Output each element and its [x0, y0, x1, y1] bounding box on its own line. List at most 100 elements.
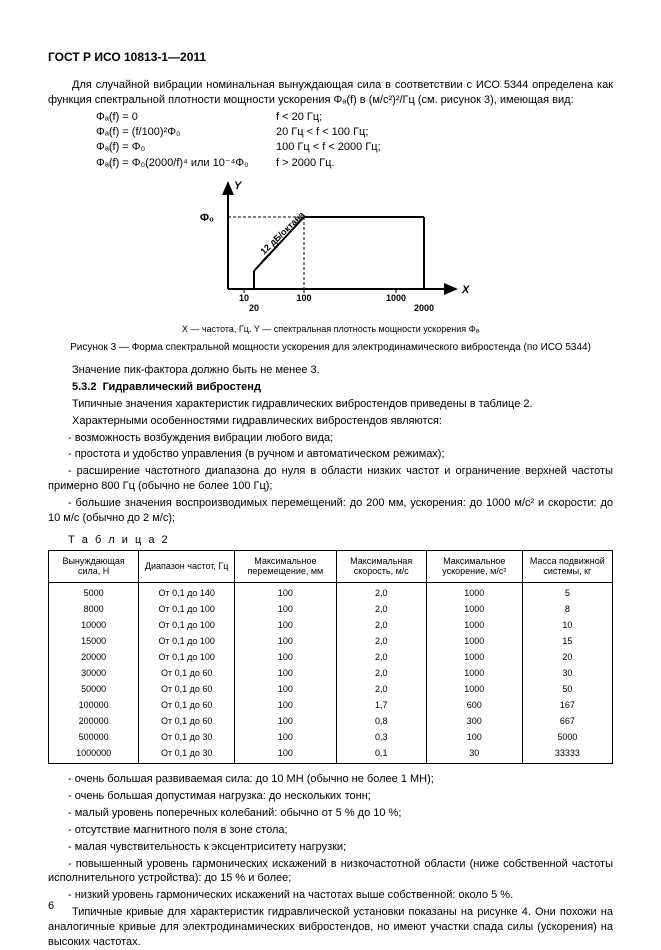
formula-rhs: f < 20 Гц; — [276, 110, 613, 125]
formula-row: Φₐ(f) = 0f < 20 Гц; — [96, 110, 613, 125]
formula-lhs: Φₐ(f) = Φ₀ — [96, 140, 276, 155]
table-cell: 8 — [522, 601, 612, 617]
table-cell: 2,0 — [336, 681, 426, 697]
table-cell: 100 — [235, 729, 337, 745]
table-2: Вынуждающая сила, НДиапазон частот, ГцМа… — [48, 550, 613, 765]
table-cell: 50 — [522, 681, 612, 697]
feat6: - очень большая допустимая нагрузка: до … — [48, 789, 613, 804]
table-cell: 5000 — [522, 729, 612, 745]
section-heading: 5.3.2 Гидравлический вибростенд — [48, 380, 613, 395]
table-cell: 20000 — [49, 649, 139, 665]
table-cell: 1000 — [426, 583, 522, 602]
feat8: - отсутствие магнитного поля в зоне стол… — [48, 823, 613, 838]
svg-text:20: 20 — [248, 303, 258, 313]
table-row: 8000От 0,1 до 1001002,010008 — [49, 601, 613, 617]
table-body: 5000От 0,1 до 1401002,0100058000От 0,1 д… — [49, 583, 613, 764]
table-cell: 30000 — [49, 665, 139, 681]
table-cell: 100 — [235, 649, 337, 665]
table-cell: 100 — [235, 583, 337, 602]
formula-row: Φₐ(f) = (f/100)²Φ₀20 Гц < f < 100 Гц; — [96, 125, 613, 140]
table-cell: 50000 — [49, 681, 139, 697]
table-cell: 8000 — [49, 601, 139, 617]
table-cell: 667 — [522, 713, 612, 729]
page: ГОСТ Р ИСО 10813-1—2011 Для случайной ви… — [0, 0, 661, 936]
table-cell: От 0,1 до 60 — [139, 713, 235, 729]
table-cell: 1000 — [426, 681, 522, 697]
svg-text:Y: Y — [234, 180, 243, 192]
formula-block: Φₐ(f) = 0f < 20 Гц;Φₐ(f) = (f/100)²Φ₀20 … — [96, 110, 613, 172]
table-col-header: Вынуждающая сила, Н — [49, 550, 139, 583]
table-cell: 2,0 — [336, 649, 426, 665]
formula-rhs: 100 Гц < f < 2000 Гц; — [276, 140, 613, 155]
table-cell: 167 — [522, 697, 612, 713]
table-cell: От 0,1 до 140 — [139, 583, 235, 602]
feat3: - расширение частотного диапазона до нул… — [48, 464, 613, 494]
doc-header: ГОСТ Р ИСО 10813-1—2011 — [48, 50, 613, 64]
table-cell: 5 — [522, 583, 612, 602]
intro-para: Для случайной вибрации номинальная вынуж… — [48, 78, 613, 108]
figure-3: 101001000202000YXΦ₀12 дБ/октава — [48, 177, 613, 320]
table-cell: 1000 — [426, 601, 522, 617]
table-cell: 100 — [235, 697, 337, 713]
table-cell: 100 — [235, 745, 337, 764]
table-cell: 20 — [522, 649, 612, 665]
table-cell: 600 — [426, 697, 522, 713]
table-cell: 0,3 — [336, 729, 426, 745]
table-cell: От 0,1 до 100 — [139, 617, 235, 633]
table-cell: 100 — [235, 617, 337, 633]
formula-row: Φₐ(f) = Φ₀100 Гц < f < 2000 Гц; — [96, 140, 613, 155]
table-cell: 10 — [522, 617, 612, 633]
table-cell: 1,7 — [336, 697, 426, 713]
table-cell: 5000 — [49, 583, 139, 602]
table-cell: 200000 — [49, 713, 139, 729]
table-cell: 100 — [235, 713, 337, 729]
table-cell: От 0,1 до 30 — [139, 729, 235, 745]
svg-text:2000: 2000 — [413, 303, 433, 313]
table-cell: 0,8 — [336, 713, 426, 729]
table-cell: 2,0 — [336, 601, 426, 617]
table-row: 100000От 0,1 до 601001,7600167 — [49, 697, 613, 713]
typ-values: Типичные значения характеристик гидравли… — [48, 397, 613, 412]
formula-lhs: Φₐ(f) = (f/100)²Φ₀ — [96, 125, 276, 140]
table-cell: 30 — [522, 665, 612, 681]
section-title-text: Гидравлический вибростенд — [103, 381, 261, 393]
table-cell: 300 — [426, 713, 522, 729]
table-cell: 10000 — [49, 617, 139, 633]
table-cell: 33333 — [522, 745, 612, 764]
feat9: - малая чувствительность к эксцентрисите… — [48, 840, 613, 855]
svg-text:100: 100 — [296, 293, 311, 303]
table-cell: 100 — [235, 633, 337, 649]
table-row: 200000От 0,1 до 601000,8300667 — [49, 713, 613, 729]
table-row: 30000От 0,1 до 601002,0100030 — [49, 665, 613, 681]
table-cell: 1000000 — [49, 745, 139, 764]
svg-text:X: X — [461, 284, 470, 296]
table-cell: 15 — [522, 633, 612, 649]
table-cell: От 0,1 до 60 — [139, 697, 235, 713]
table-cell: 100 — [235, 601, 337, 617]
formula-lhs: Φₐ(f) = 0 — [96, 110, 276, 125]
feat2: - простота и удобство управления (в ручн… — [48, 447, 613, 462]
table-row: 1000000От 0,1 до 301000,13033333 — [49, 745, 613, 764]
table-col-header: Максимальная скорость, м/с — [336, 550, 426, 583]
axis-caption: X — частота, Гц. Y — спектральная плотно… — [48, 324, 613, 334]
table-label: Т а б л и ц а 2 — [48, 534, 613, 546]
table-cell: 15000 — [49, 633, 139, 649]
table-cell: 2,0 — [336, 665, 426, 681]
chart-svg: 101001000202000YXΦ₀12 дБ/октава — [186, 177, 476, 317]
feat1: - возможность возбуждения вибрации любог… — [48, 431, 613, 446]
page-number: 6 — [48, 900, 54, 912]
closing-para: Типичные кривые для характеристик гидрав… — [48, 905, 613, 950]
figure-caption: Рисунок 3 — Форма спектральной мощности … — [48, 342, 613, 353]
svg-text:12 дБ/октава: 12 дБ/октава — [258, 209, 307, 256]
formula-lhs: Φₐ(f) = Φ₀(2000/f)⁴ или 10⁻⁴Φ₀ — [96, 156, 276, 171]
table-cell: От 0,1 до 100 — [139, 633, 235, 649]
table-cell: 100000 — [49, 697, 139, 713]
features-intro: Характерными особенностями гидравлически… — [48, 414, 613, 429]
section-num: 5.3.2 — [72, 381, 96, 393]
table-cell: 2,0 — [336, 633, 426, 649]
table-col-header: Максимальное перемещение, мм — [235, 550, 337, 583]
table-cell: 30 — [426, 745, 522, 764]
table-row: 15000От 0,1 до 1001002,0100015 — [49, 633, 613, 649]
feat4: - большие значения воспроизводимых перем… — [48, 496, 613, 526]
table-cell: От 0,1 до 60 — [139, 665, 235, 681]
